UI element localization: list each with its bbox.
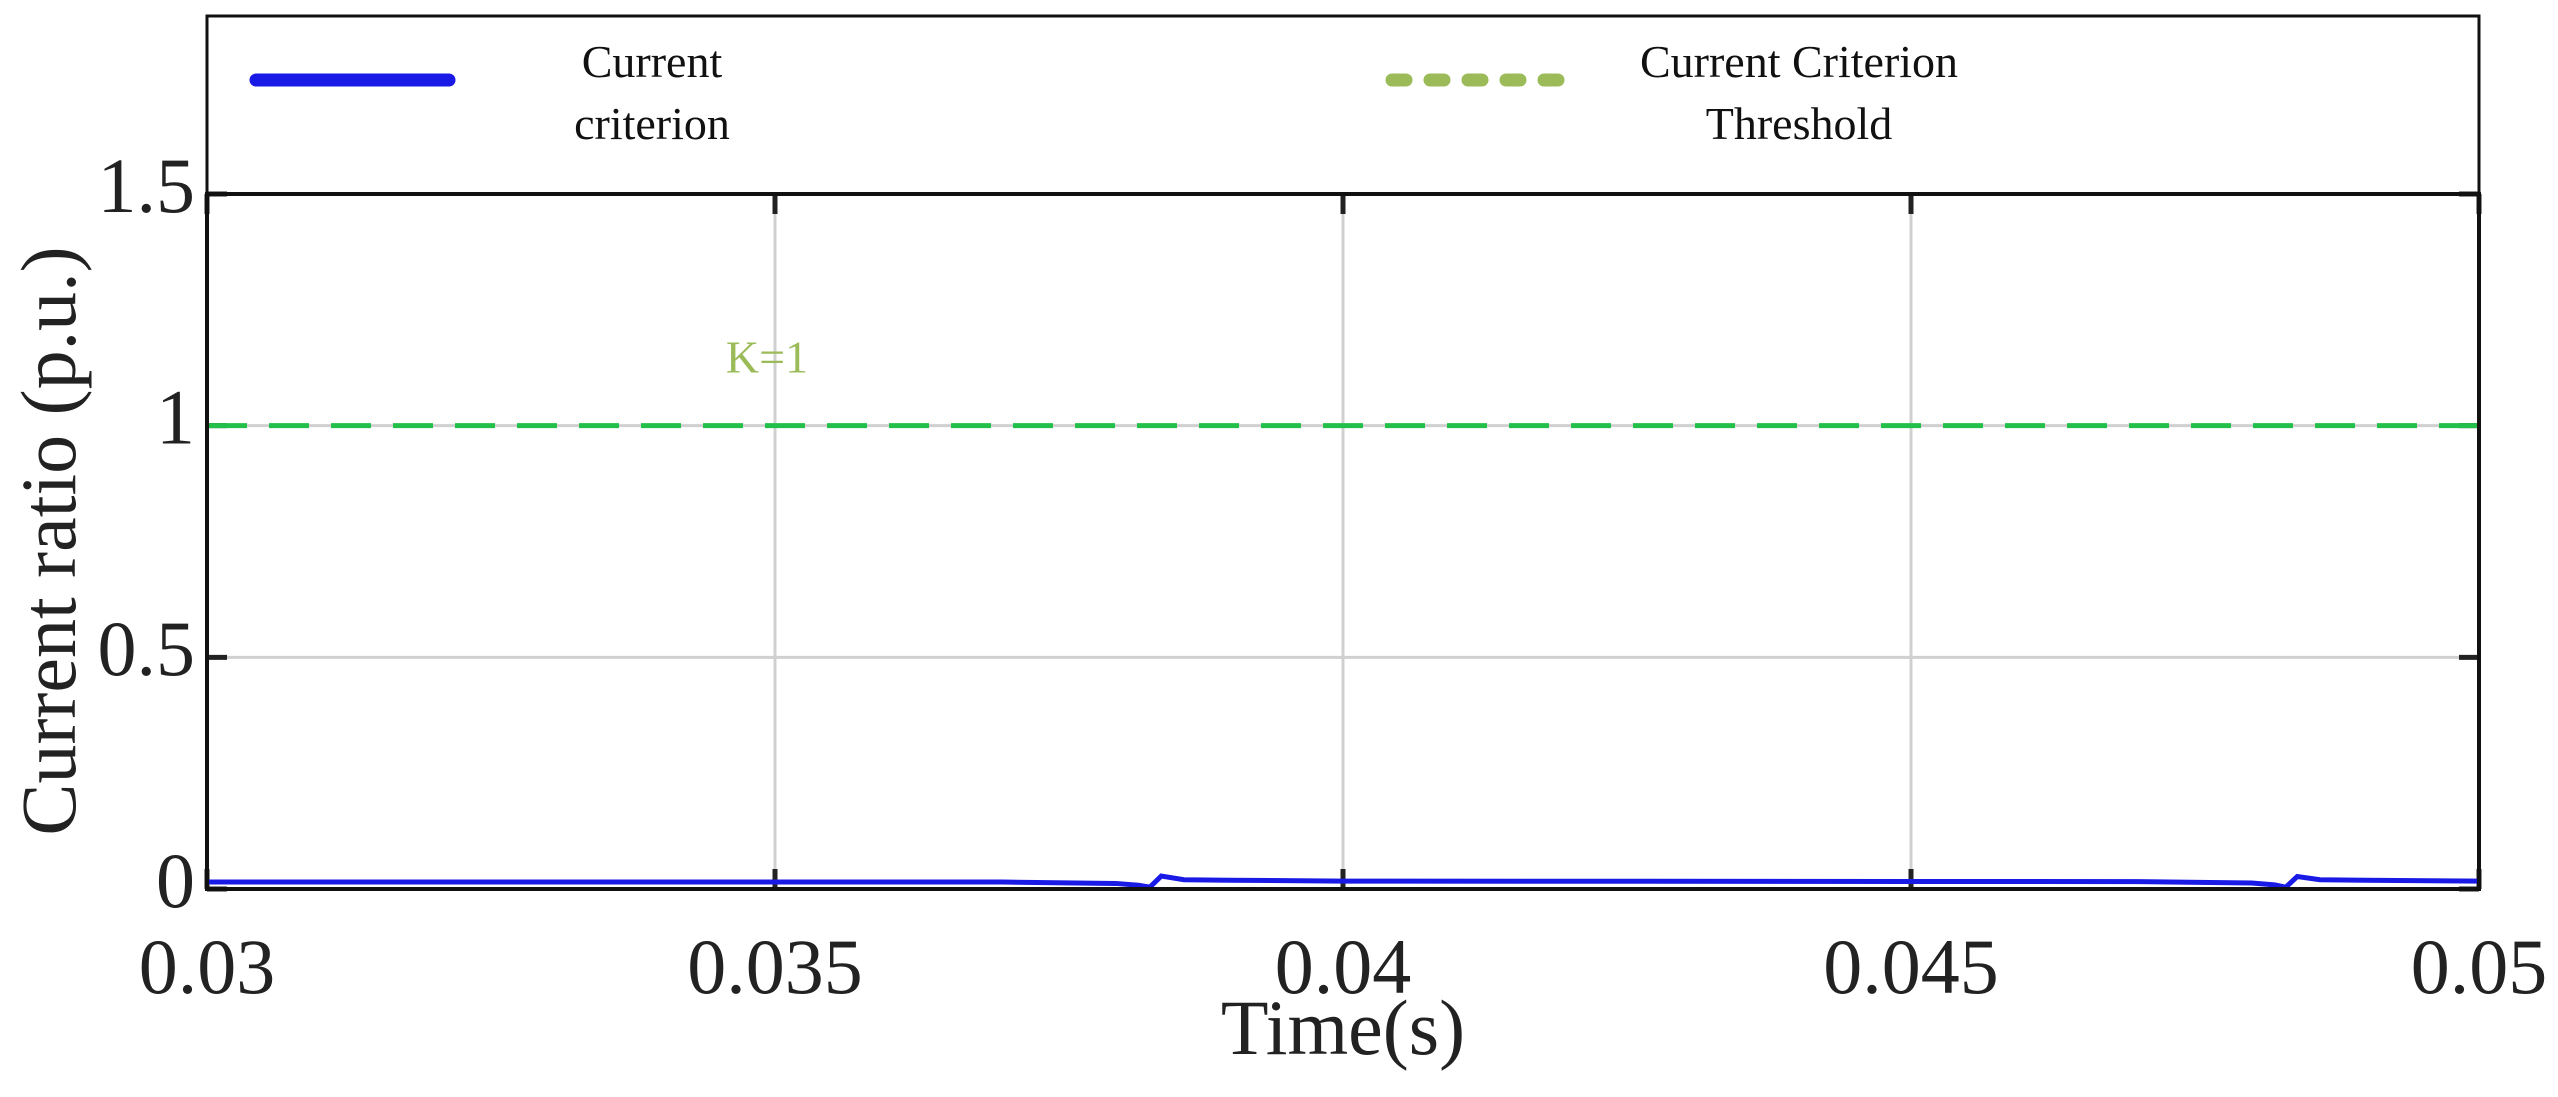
x-tick-label: 0.035 <box>687 923 863 1010</box>
y-tick-label: 1 <box>156 374 195 461</box>
y-tick-label: 0 <box>156 837 195 924</box>
x-axis-label: Time(s) <box>1221 984 1465 1071</box>
legend-label: Current criterion <box>574 36 730 149</box>
annotation: K=1 <box>726 332 808 383</box>
plot-frame <box>205 192 2481 891</box>
y-tick-label: 1.5 <box>98 142 196 229</box>
y-axis-label: Current ratio (p.u.) <box>5 246 92 835</box>
legend-box <box>205 14 2481 196</box>
legend-label: Current Criterion Threshold <box>1639 36 1959 149</box>
x-tick-label: 0.05 <box>2411 923 2548 1010</box>
x-tick-label: 0.03 <box>139 923 276 1010</box>
y-tick-label: 0.5 <box>98 605 196 692</box>
x-tick-label: 0.045 <box>1823 923 1999 1010</box>
series-line <box>207 873 2480 890</box>
x-tick-label: 0.04 <box>1275 923 1412 1010</box>
